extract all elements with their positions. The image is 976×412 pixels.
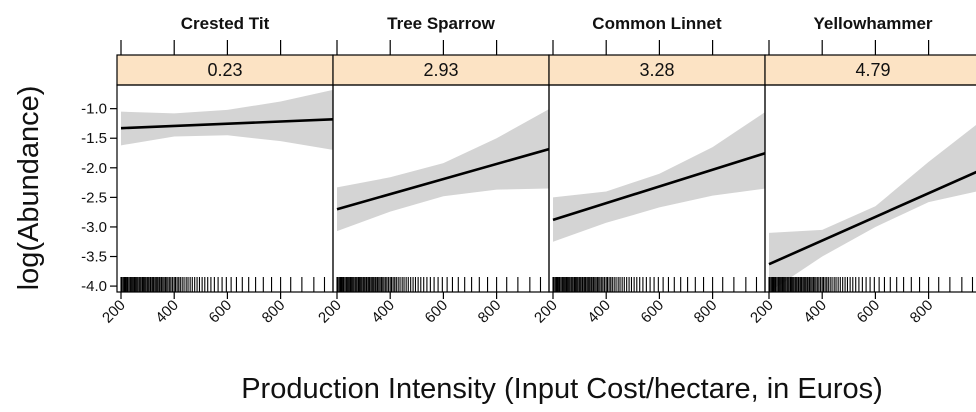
strip-label: 2.93 bbox=[423, 60, 458, 80]
x-tick-label: 200 bbox=[747, 297, 777, 327]
y-tick-label: -4.0 bbox=[81, 278, 107, 295]
panel-frame bbox=[764, 84, 976, 293]
species-title: Common Linnet bbox=[592, 14, 722, 33]
top-ticks bbox=[336, 40, 498, 55]
y-tick-label: -3.5 bbox=[81, 249, 107, 266]
species-title: Crested Tit bbox=[181, 14, 270, 33]
strip-background bbox=[116, 54, 334, 86]
fitted-line bbox=[120, 118, 333, 130]
x-tick-label: 600 bbox=[854, 297, 884, 327]
confidence-band bbox=[337, 109, 549, 232]
rug bbox=[120, 277, 326, 292]
y-tick-label: -1.0 bbox=[81, 101, 107, 118]
species-title: Yellowhammer bbox=[813, 14, 932, 33]
x-tick-label: 200 bbox=[531, 297, 561, 327]
y-axis-title: log(Abundance) bbox=[13, 86, 45, 291]
x-tick-label: 200 bbox=[99, 297, 129, 327]
confidence-band bbox=[769, 124, 976, 292]
x-tick-label: 800 bbox=[691, 297, 721, 327]
x-tick-label: 600 bbox=[206, 297, 236, 327]
panel-yellowhammer: Yellowhammer 4.79 200 400 600 800 bbox=[747, 14, 976, 327]
strip-label: 3.28 bbox=[639, 60, 674, 80]
y-tick-label: -2.0 bbox=[81, 160, 107, 177]
x-tick-label: 400 bbox=[152, 297, 182, 327]
x-axis: 200 400 600 800 bbox=[99, 292, 288, 327]
x-tick-label: 200 bbox=[315, 297, 345, 327]
strip-background bbox=[764, 54, 976, 86]
x-tick-label: 600 bbox=[422, 297, 452, 327]
x-tick-label: 800 bbox=[259, 297, 289, 327]
x-axis-title: Production Intensity (Input Cost/hectare… bbox=[241, 373, 883, 405]
x-axis: 200 400 600 800 bbox=[315, 292, 504, 327]
rug bbox=[768, 277, 974, 292]
y-tick-label: -3.0 bbox=[81, 219, 107, 236]
x-tick-label: 400 bbox=[368, 297, 398, 327]
top-ticks bbox=[120, 40, 282, 55]
top-ticks bbox=[768, 40, 930, 55]
panel-tree-sparrow: Tree Sparrow 2.93 200 400 600 800 bbox=[315, 14, 550, 327]
confidence-band bbox=[553, 112, 765, 242]
fitted-line bbox=[768, 170, 976, 266]
panels-layer: Crested Tit 0.23 200 400 600 800 Tree Sparrow 2… bbox=[99, 14, 976, 327]
strip-label: 4.79 bbox=[855, 60, 890, 80]
x-tick-label: 800 bbox=[907, 297, 937, 327]
y-tick-label: -2.5 bbox=[81, 189, 107, 206]
x-tick-label: 800 bbox=[475, 297, 505, 327]
fitted-line bbox=[336, 147, 549, 211]
top-ticks bbox=[552, 40, 714, 55]
species-title: Tree Sparrow bbox=[387, 14, 495, 33]
confidence-band bbox=[121, 89, 333, 150]
x-tick-label: 600 bbox=[638, 297, 668, 327]
rug bbox=[552, 277, 758, 292]
panel-crested-tit: Crested Tit 0.23 200 400 600 800 bbox=[99, 14, 334, 327]
x-tick-label: 400 bbox=[800, 297, 830, 327]
strip-label: 0.23 bbox=[207, 60, 242, 80]
x-tick-label: 400 bbox=[584, 297, 614, 327]
rug bbox=[336, 277, 542, 292]
panel-common-linnet: Common Linnet 3.28 200 400 600 800 bbox=[531, 14, 766, 327]
y-tick-label: -1.5 bbox=[81, 130, 107, 147]
x-axis: 200 400 600 800 bbox=[747, 292, 936, 327]
x-axis: 200 400 600 800 bbox=[531, 292, 720, 327]
y-axis: -1.0 -1.5 -2.0 -2.5 -3.0 -3.5 -4.0 bbox=[81, 101, 117, 295]
fitted-line bbox=[552, 151, 765, 222]
